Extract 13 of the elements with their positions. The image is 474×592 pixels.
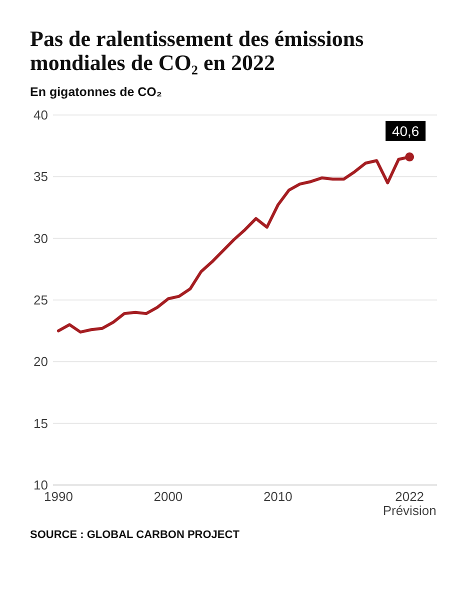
annotation: 40,6 xyxy=(392,122,420,139)
y-axis-title: En gigatonnes de CO₂ xyxy=(30,85,162,99)
x-tick-label: 2022 Prévision xyxy=(382,489,436,518)
y-tick-label: 35 xyxy=(34,169,48,184)
y-tick-label: 40 xyxy=(34,108,48,123)
x-tick-label: 2010 xyxy=(263,489,292,504)
y-tick-label: 15 xyxy=(34,416,48,431)
y-tick-label: 30 xyxy=(34,230,48,246)
source-note: SOURCE : GLOBAL CARBON PROJECT xyxy=(30,529,240,541)
x-tick-label: 2000 xyxy=(154,489,183,504)
chart-title: Pas de ralentissement des émissions mondiales de CO₂ en 2022 xyxy=(30,26,364,75)
y-tick-label: 20 xyxy=(34,354,48,370)
y-tick-label: 25 xyxy=(34,292,48,308)
